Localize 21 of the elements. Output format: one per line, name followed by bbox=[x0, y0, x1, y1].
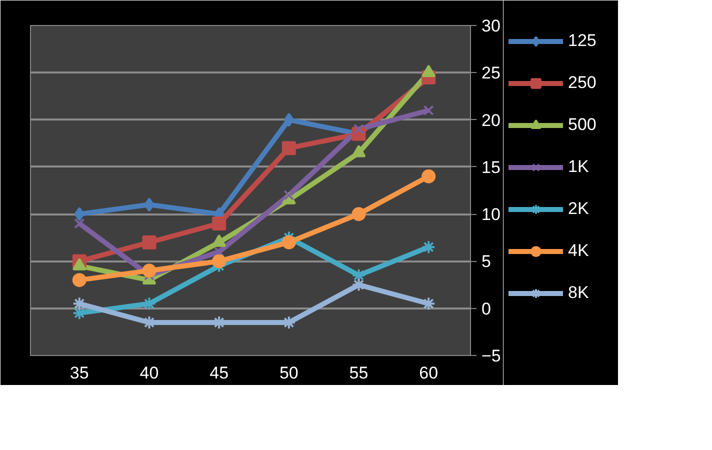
y-tick-label: 15 bbox=[482, 158, 500, 177]
x-tick-label: 60 bbox=[419, 364, 438, 382]
x-tick-label: 35 bbox=[70, 364, 89, 382]
legend-label: 4K bbox=[568, 240, 590, 262]
legend-label: 8K bbox=[568, 282, 590, 304]
y-tick-label: 25 bbox=[482, 64, 500, 83]
legend-label: 250 bbox=[568, 72, 598, 94]
y-tick-label: 5 bbox=[482, 252, 491, 272]
y-tick-label: 10 bbox=[482, 205, 500, 224]
legend-label: 500 bbox=[568, 114, 598, 136]
y-tick-label: 20 bbox=[482, 110, 500, 130]
y-tick-label: −5 bbox=[482, 346, 501, 366]
y-tick-label: 30 bbox=[482, 16, 500, 36]
x-tick-label: 55 bbox=[349, 364, 368, 382]
legend-label: 125 bbox=[568, 30, 598, 52]
y-tick-label: 0 bbox=[482, 299, 491, 318]
legend-label: 2K bbox=[568, 198, 590, 220]
x-tick-label: 45 bbox=[210, 364, 229, 382]
x-tick-label: 40 bbox=[140, 364, 159, 382]
legend-label: 1K bbox=[568, 156, 590, 178]
x-tick-label: 50 bbox=[279, 364, 298, 382]
